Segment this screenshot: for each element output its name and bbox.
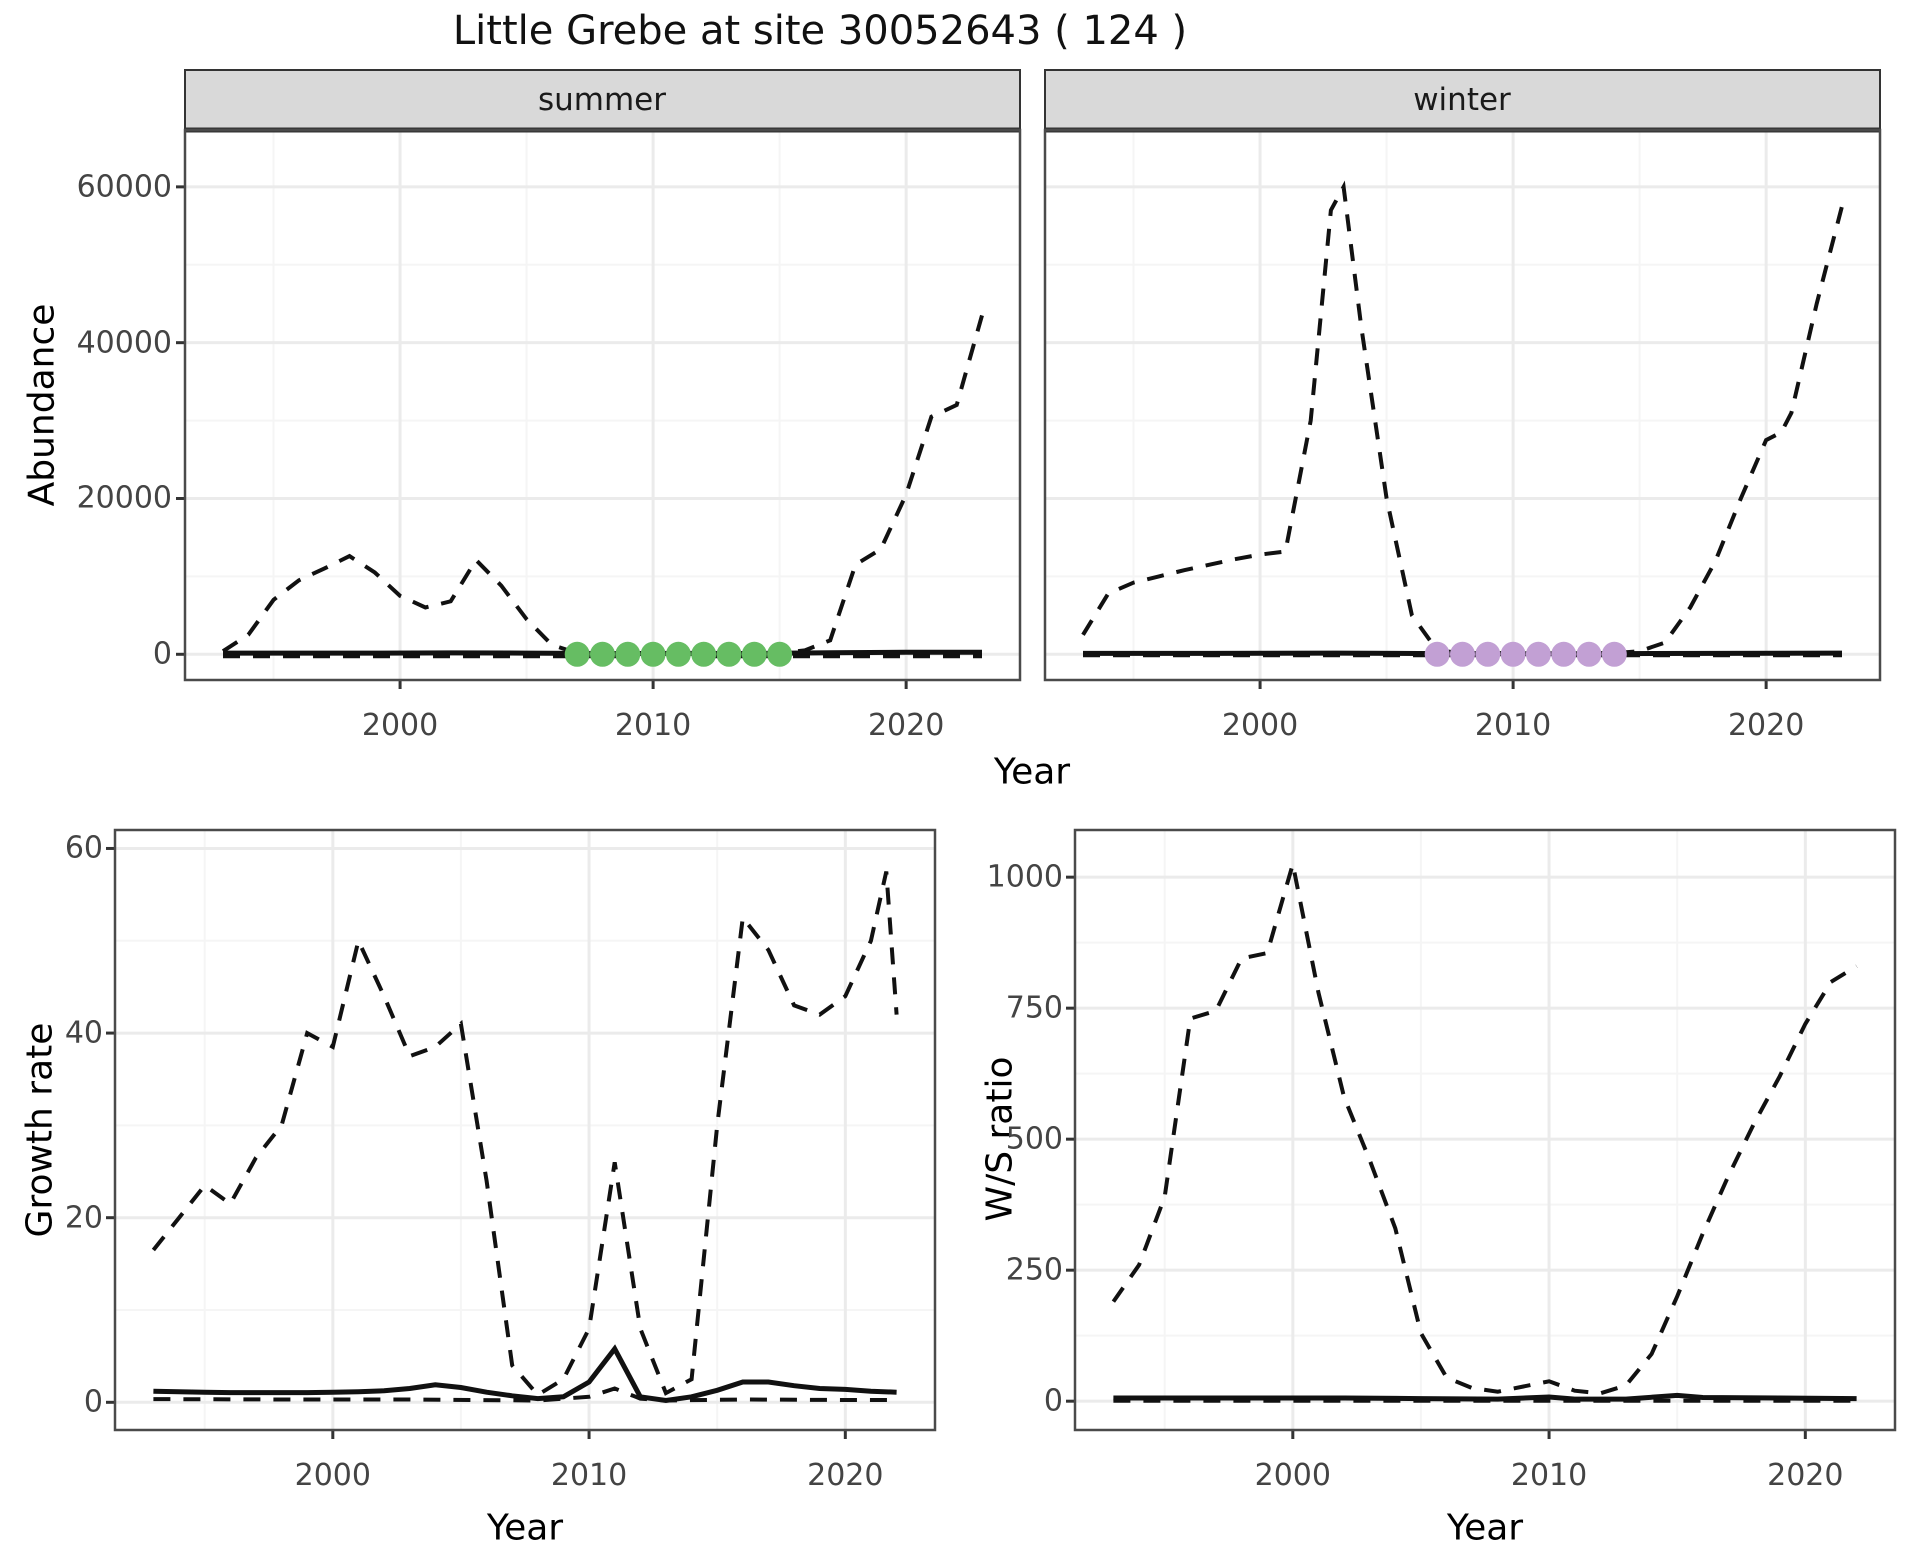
panel-border xyxy=(183,128,1022,682)
abundance-winter-zero-dot xyxy=(1601,641,1627,667)
abundance-summer-zero-dot xyxy=(665,641,691,667)
x-axis-title-year-ws: Year xyxy=(1446,1507,1524,1549)
abundance-winter-zero-dot xyxy=(1551,641,1577,667)
abundance-winter-zero-dot xyxy=(1576,641,1602,667)
axis-tick-label: 20000 xyxy=(76,480,172,516)
abundance-summer-zero-dot xyxy=(590,641,615,667)
panel-border xyxy=(1043,128,1882,682)
axis-tick-label: 60000 xyxy=(76,169,172,205)
growth-rate-upper-dashed-line xyxy=(151,871,899,1398)
abundance-winter-zero-dot xyxy=(1424,641,1450,667)
axis-tick-label: 2020 xyxy=(807,1458,884,1493)
facet-strip-winter xyxy=(1044,69,1881,131)
axis-tick-label: 40000 xyxy=(76,325,172,361)
facet-strip-label-summer: summer xyxy=(537,82,667,118)
abundance-winter-zero-dot xyxy=(1500,641,1526,667)
axis-tick-label: 40 xyxy=(64,1015,103,1051)
x-axis-title-year-top: Year xyxy=(993,751,1071,793)
abundance-winter-zero-dot xyxy=(1525,641,1551,667)
axis-tick-label: 2000 xyxy=(361,708,439,743)
axis-tick-label: 500 xyxy=(1005,1121,1063,1157)
panel-background xyxy=(115,830,935,1430)
panel-abundance-summer xyxy=(176,69,1022,689)
abundance-summer-zero-dot xyxy=(615,641,641,667)
y-axis-title-abundance: Abundance xyxy=(21,303,63,507)
axis-tick-label: 250 xyxy=(1005,1252,1063,1288)
ws-ratio-observed-solid-line xyxy=(1113,1392,1857,1402)
panel-border xyxy=(1073,828,1897,1432)
y-axis-title-growth-rate: Growth rate xyxy=(19,1022,61,1238)
x-axis-title-year-growth: Year xyxy=(486,1507,564,1549)
abundance-winter-zero-dot xyxy=(1450,641,1475,667)
abundance-summer-zero-dot xyxy=(640,641,666,667)
panel-growth-rate xyxy=(106,828,937,1439)
abundance-winter-zero-dot xyxy=(1475,641,1501,667)
axis-tick-label: 2000 xyxy=(1221,708,1299,743)
axis-tick-label: 60 xyxy=(64,830,103,866)
abundance-summer-zero-dot xyxy=(767,641,793,667)
axis-tick-label: 0 xyxy=(1043,1383,1063,1419)
axis-tick-label: 2020 xyxy=(867,708,945,743)
axis-tick-label: 2010 xyxy=(550,1458,628,1493)
axis-tick-label: 0 xyxy=(83,1384,103,1420)
abundance-summer-zero-dot xyxy=(741,641,767,667)
axis-tick-label: 2010 xyxy=(1474,708,1552,743)
abundance-summer-zero-dot xyxy=(716,641,742,667)
panel-background xyxy=(1075,830,1895,1430)
growth-rate-lower-dashed-line xyxy=(153,1386,897,1403)
growth-rate-observed-solid-line xyxy=(153,1344,897,1404)
panel-background xyxy=(185,130,1020,680)
axis-tick-label: 2010 xyxy=(1510,1458,1588,1493)
panel-ws-ratio xyxy=(1066,828,1897,1439)
axis-tick-label: 2010 xyxy=(614,708,692,743)
axis-tick-label: 20 xyxy=(64,1200,103,1236)
axis-tick-label: 2020 xyxy=(1727,708,1805,743)
axis-tick-label: 1000 xyxy=(986,859,1063,895)
panel-abundance-winter xyxy=(1043,69,1882,689)
facet-strip-summer xyxy=(184,69,1021,131)
abundance-summer-zero-dot xyxy=(691,641,717,667)
axis-tick-label: 2020 xyxy=(1767,1458,1844,1493)
abundance-summer-zero-dot xyxy=(564,641,590,667)
panel-border xyxy=(113,828,937,1432)
axis-tick-label: 2000 xyxy=(1254,1458,1331,1493)
chart-title: Little Grebe at site 30052643 ( 124 ) xyxy=(452,8,1188,54)
axis-tick-label: 2000 xyxy=(294,1458,371,1493)
axis-tick-label: 0 xyxy=(152,636,172,672)
axis-tick-label: 750 xyxy=(1005,990,1063,1026)
ws-ratio-ratio-dashed-line xyxy=(1111,863,1858,1396)
facet-strip-label-winter: winter xyxy=(1413,82,1511,118)
panel-background xyxy=(1045,130,1880,680)
abundance-winter-modelled-dashed-line xyxy=(1081,180,1844,656)
